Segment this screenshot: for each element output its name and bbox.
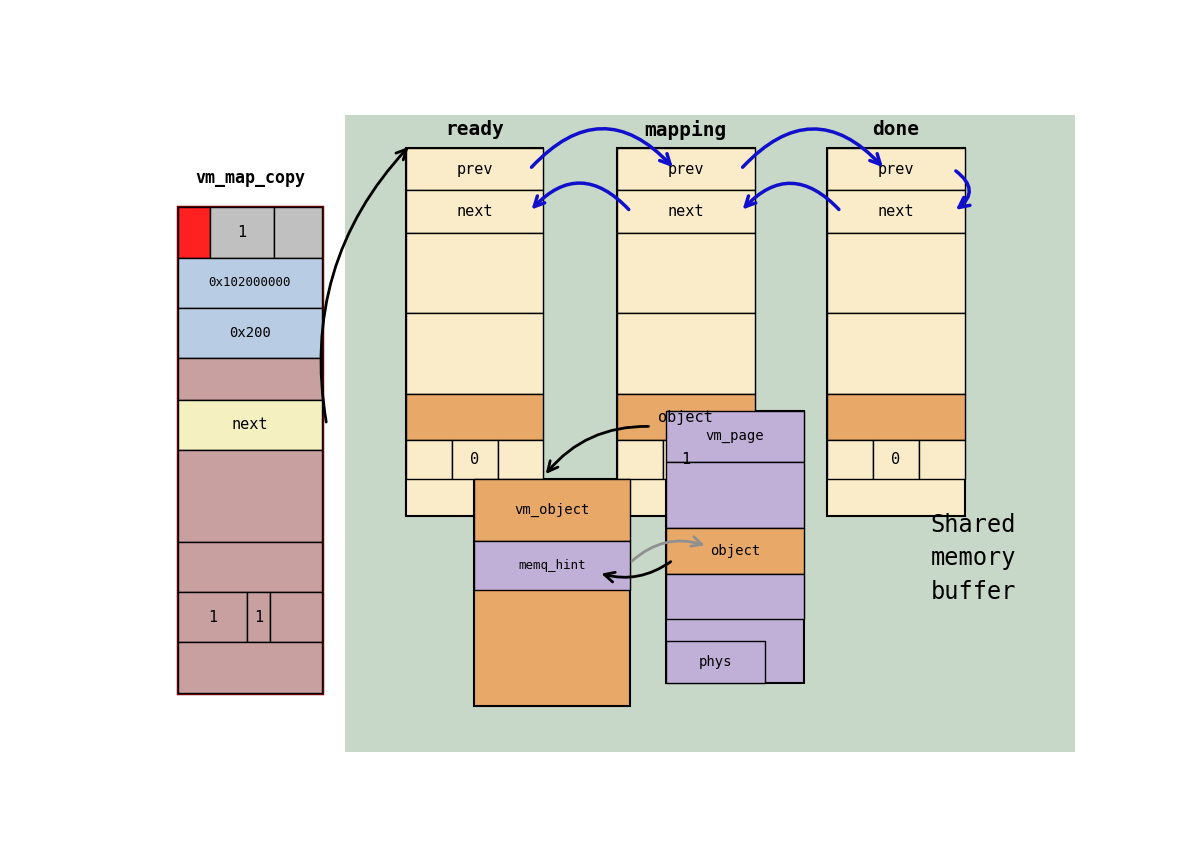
Text: prev: prev [456,162,493,176]
Text: prev: prev [877,162,914,176]
Text: 0: 0 [470,452,479,467]
Text: next: next [667,204,704,219]
FancyBboxPatch shape [178,207,322,693]
FancyBboxPatch shape [406,148,544,515]
FancyBboxPatch shape [827,148,965,515]
FancyBboxPatch shape [666,527,804,574]
FancyBboxPatch shape [666,411,804,463]
FancyBboxPatch shape [617,233,755,314]
FancyBboxPatch shape [666,411,804,682]
Text: done: done [872,120,919,139]
FancyBboxPatch shape [872,440,919,479]
FancyBboxPatch shape [666,641,766,682]
FancyBboxPatch shape [827,394,965,440]
FancyBboxPatch shape [178,308,322,358]
Text: object: object [710,544,760,558]
FancyBboxPatch shape [474,480,630,540]
FancyBboxPatch shape [662,440,709,479]
FancyBboxPatch shape [406,148,544,190]
FancyBboxPatch shape [270,592,322,642]
FancyBboxPatch shape [406,440,451,479]
FancyBboxPatch shape [406,314,544,394]
Text: Shared
memory
buffer: Shared memory buffer [930,513,1015,604]
FancyBboxPatch shape [178,358,322,400]
FancyBboxPatch shape [474,540,630,590]
FancyBboxPatch shape [827,314,965,394]
Text: 0x102000000: 0x102000000 [209,276,292,289]
FancyBboxPatch shape [406,394,544,440]
FancyBboxPatch shape [617,148,755,515]
Text: vm_page: vm_page [706,429,764,443]
FancyBboxPatch shape [617,394,755,440]
FancyBboxPatch shape [178,450,322,542]
FancyBboxPatch shape [346,115,1075,751]
FancyBboxPatch shape [666,463,804,527]
FancyBboxPatch shape [247,592,270,642]
Text: phys: phys [698,654,732,669]
FancyBboxPatch shape [451,440,498,479]
FancyBboxPatch shape [709,440,755,479]
FancyBboxPatch shape [178,542,322,592]
FancyBboxPatch shape [178,207,210,257]
FancyBboxPatch shape [827,233,965,314]
FancyBboxPatch shape [178,642,322,693]
Text: prev: prev [667,162,704,176]
FancyBboxPatch shape [275,207,322,257]
Text: 1: 1 [208,610,217,625]
Text: next: next [232,417,269,432]
Text: 1: 1 [238,225,247,240]
Text: next: next [877,204,914,219]
Text: vm_object: vm_object [514,503,589,517]
Text: 0x200: 0x200 [229,326,271,340]
FancyBboxPatch shape [827,440,872,479]
FancyBboxPatch shape [474,480,630,705]
FancyBboxPatch shape [178,400,322,450]
FancyBboxPatch shape [178,592,247,642]
FancyBboxPatch shape [210,207,275,257]
FancyBboxPatch shape [617,314,755,394]
FancyBboxPatch shape [919,440,965,479]
FancyBboxPatch shape [617,440,662,479]
FancyBboxPatch shape [827,190,965,233]
Text: vm_map_copy: vm_map_copy [194,169,305,187]
Text: 1: 1 [254,610,263,625]
FancyBboxPatch shape [178,257,322,308]
Text: ready: ready [445,120,504,139]
FancyBboxPatch shape [617,148,755,190]
FancyBboxPatch shape [498,440,544,479]
Text: mapping: mapping [644,120,727,140]
FancyBboxPatch shape [827,148,965,190]
Text: memq_hint: memq_hint [518,559,586,572]
FancyBboxPatch shape [617,190,755,233]
FancyBboxPatch shape [406,190,544,233]
Text: 0: 0 [892,452,900,467]
FancyBboxPatch shape [406,233,544,314]
Text: object: object [659,410,713,425]
Text: next: next [456,204,493,219]
Text: 1: 1 [682,452,690,467]
FancyBboxPatch shape [666,574,804,619]
